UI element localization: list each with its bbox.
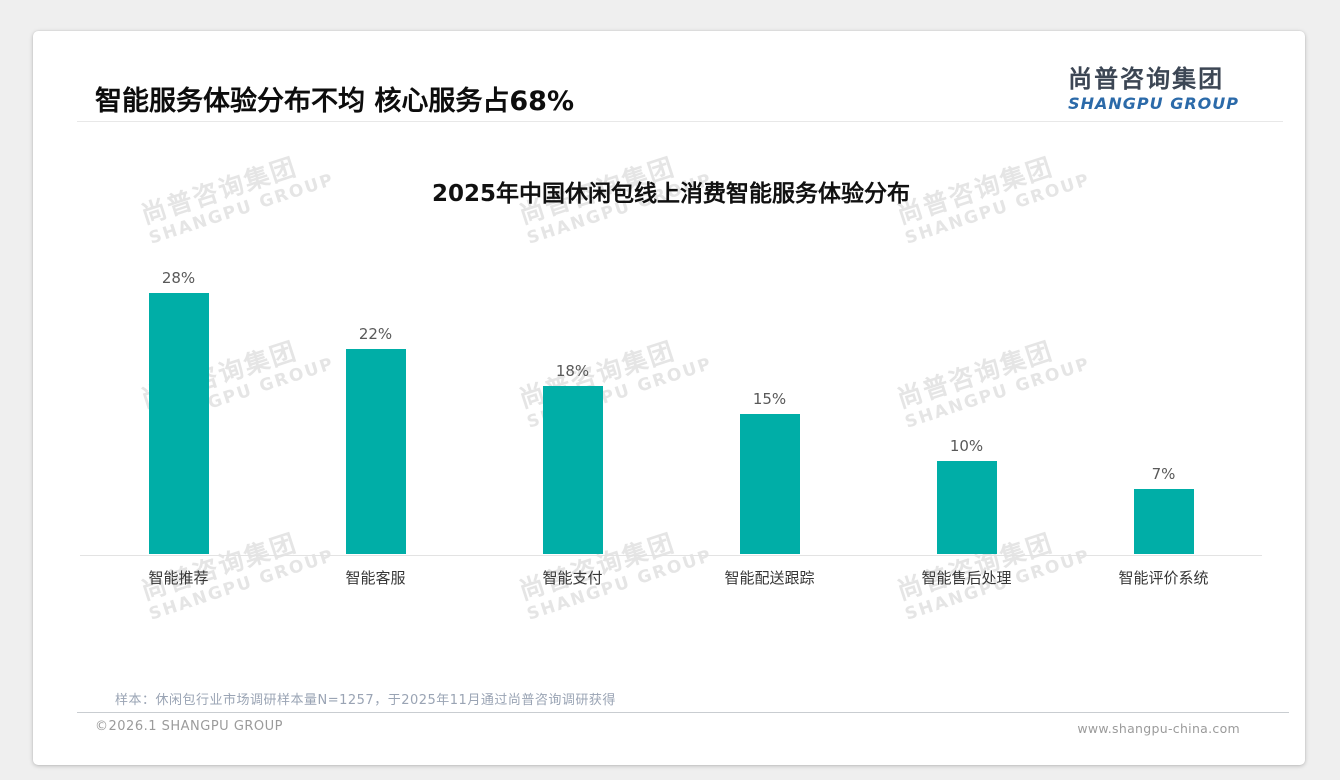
bar-智能评价系统 <box>1133 489 1194 554</box>
page-title: 智能服务体验分布不均 核心服务占68% <box>95 86 575 117</box>
chart-title: 2025年中国休闲包线上消费智能服务体验分布 <box>431 181 910 207</box>
bar-value-label: 18% <box>555 362 590 380</box>
header-divider <box>77 121 1283 122</box>
bar-value-label: 7% <box>1151 465 1176 483</box>
logo-english-text: SHANGPU GROUP <box>1068 94 1239 113</box>
bar-value-label: 28% <box>161 269 196 287</box>
x-axis-label-智能推荐: 智能推荐 <box>148 569 209 587</box>
x-axis-line <box>80 555 1262 556</box>
x-axis-label-智能评价系统: 智能评价系统 <box>1118 569 1209 587</box>
website-text: www.shangpu-china.com <box>1077 721 1240 736</box>
x-axis-label-智能配送跟踪: 智能配送跟踪 <box>724 569 815 587</box>
x-axis-label-智能客服: 智能客服 <box>345 569 406 587</box>
slide-card: 尚普咨询集团 SHANGPU GROUP 尚普咨询集团 SHANGPU GROUP 尚普… <box>33 31 1305 765</box>
bar-value-label: 10% <box>949 437 984 455</box>
x-axis-label-智能支付: 智能支付 <box>542 569 603 587</box>
bar-智能支付 <box>542 386 603 554</box>
bar-value-label: 22% <box>358 325 393 343</box>
chart-plot-area: 28% 22% 18% 15% 10% 7% <box>80 31 1262 556</box>
bar-value-label: 15% <box>752 390 787 408</box>
footer-divider <box>77 712 1289 713</box>
bar-智能推荐 <box>148 293 209 554</box>
x-axis-label-智能售后处理: 智能售后处理 <box>921 569 1012 587</box>
bar-智能客服 <box>345 349 406 554</box>
bar-智能配送跟踪 <box>739 414 800 554</box>
copyright-text: ©2026.1 SHANGPU GROUP <box>95 719 284 734</box>
sample-note: 样本：休闲包行业市场调研样本量N=1257，于2025年11月通过尚普咨询调研获… <box>115 693 616 708</box>
logo-chinese-text: 尚普咨询集团 <box>1068 65 1225 93</box>
bar-智能售后处理 <box>936 461 997 554</box>
company-logo: 尚普咨询集团 SHANGPU GROUP <box>1068 59 1239 113</box>
